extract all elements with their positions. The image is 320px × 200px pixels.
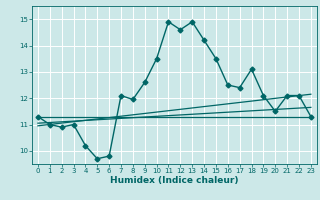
X-axis label: Humidex (Indice chaleur): Humidex (Indice chaleur) <box>110 176 239 185</box>
